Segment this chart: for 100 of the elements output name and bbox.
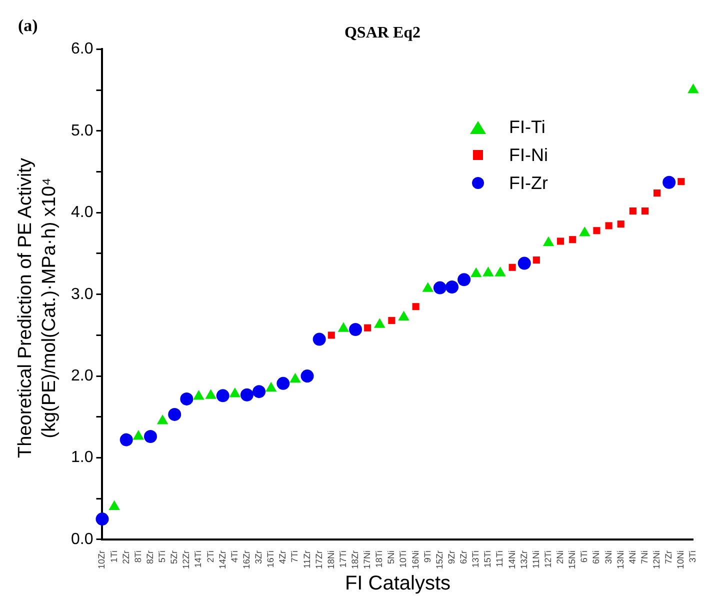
y-tick-label: 0.0	[70, 530, 94, 548]
x-tick-label: 10Ni	[676, 550, 686, 570]
point	[617, 220, 624, 228]
y-tick-label: 4.0	[70, 204, 94, 222]
x-tick-label: 12Ti	[542, 550, 553, 568]
x-tick-label: 14Ni	[506, 550, 517, 570]
x-tick-label: 7Ni	[639, 550, 650, 564]
point	[96, 512, 109, 526]
point	[240, 388, 254, 402]
point	[398, 310, 410, 320]
x-axis-title: FI Catalysts	[344, 572, 451, 595]
point	[312, 332, 326, 346]
point	[422, 282, 434, 292]
point	[265, 382, 277, 392]
legend-label: FI-Ti	[509, 116, 546, 138]
point	[144, 430, 157, 444]
chart-title: QSAR Eq2	[344, 24, 421, 42]
x-tick-label: 5Ni	[386, 550, 396, 564]
x-tick-label: 6Zr	[458, 550, 469, 564]
point	[108, 500, 120, 510]
point	[193, 390, 204, 400]
x-tick-label: 12Zr	[181, 550, 192, 570]
y-tick-label: 5.0	[70, 122, 94, 140]
point	[653, 189, 661, 197]
x-tick-label: 17Ti	[338, 550, 348, 568]
x-tick-label: 6Ni	[591, 550, 602, 564]
x-tick-label: 10Zr	[96, 550, 107, 570]
x-tick-label: 18Zr	[350, 550, 360, 570]
point	[156, 414, 168, 424]
point	[205, 389, 216, 399]
x-tick-label: 15Ni	[567, 550, 578, 570]
x-tick-label: 15Ti	[482, 550, 493, 568]
point	[569, 236, 576, 244]
point	[328, 332, 335, 339]
point	[445, 280, 458, 294]
point	[120, 433, 133, 446]
x-tick-label: 2Ni	[555, 550, 566, 564]
x-tick-label: 13Ni	[615, 550, 626, 570]
point	[180, 392, 194, 406]
point	[482, 266, 494, 276]
point	[593, 227, 600, 234]
point	[579, 226, 590, 236]
x-tick-label: 3Ni	[603, 550, 614, 564]
x-tick-label: 16Ni	[410, 550, 420, 570]
point	[252, 385, 266, 398]
point	[412, 303, 420, 310]
point	[532, 256, 540, 264]
point	[688, 84, 699, 94]
x-tick-label: 11Ni	[530, 550, 541, 568]
point	[338, 322, 350, 332]
x-tick-label: 9Zr	[446, 550, 456, 564]
x-tick-label: 14Ti	[193, 550, 204, 568]
point	[433, 281, 446, 294]
x-tick-label: 16Ti	[266, 550, 276, 568]
x-tick-label: 17Zr	[314, 550, 324, 570]
x-tick-label: 1Ti	[108, 550, 119, 563]
y-tick-label: 1.0	[70, 449, 94, 466]
point	[605, 222, 612, 230]
x-tick-label: 3Zr	[254, 550, 264, 564]
x-tick-label: 15Zr	[434, 550, 444, 570]
x-tick-label: 18Ni	[326, 550, 336, 570]
x-tick-label: 7Ti	[290, 550, 300, 563]
x-tick-label: 16Zr	[241, 550, 252, 570]
point	[518, 256, 531, 270]
point	[132, 430, 144, 440]
point	[349, 322, 362, 336]
y-tick-label: 3.0	[70, 286, 94, 303]
x-tick-label: 10Ti	[398, 550, 408, 568]
point	[364, 324, 372, 332]
point	[557, 238, 564, 245]
point	[542, 236, 554, 246]
legend-label: FI-Zr	[509, 172, 548, 194]
x-tick-label: 8Ti	[132, 550, 143, 563]
point	[168, 408, 182, 421]
point	[229, 388, 241, 398]
x-tick-label: 5Zr	[169, 550, 180, 564]
x-tick-label: 7Zr	[664, 550, 674, 564]
point	[300, 370, 314, 383]
y-tick-label: 2.0	[70, 367, 94, 384]
x-tick-label: 18Ti	[374, 550, 384, 568]
point	[290, 372, 301, 383]
point	[458, 273, 471, 286]
x-tick-label: 14Zr	[217, 550, 228, 570]
y-tick-label: 6.0	[70, 40, 94, 58]
x-tick-label: 9Ti	[422, 550, 432, 563]
y-axis-title: Theoretical Prediction of PE Activity (kg(PE)/mol(Cat.)·MPa·h) x10⁴	[14, 157, 61, 460]
x-tick-label: 3Ti	[688, 550, 698, 563]
x-tick-label: 17Ni	[362, 550, 372, 570]
x-tick-label: 13Zr	[518, 550, 529, 570]
point	[494, 266, 506, 276]
x-tick-label: 13Ti	[470, 550, 481, 568]
x-tick-label: 2Zr	[120, 550, 131, 564]
legend-label: FI-Ni	[509, 144, 548, 166]
point	[662, 176, 676, 189]
x-tick-label: 11Zr	[302, 550, 312, 568]
point	[388, 316, 396, 324]
point	[508, 264, 516, 271]
x-tick-label: 4Zr	[278, 550, 288, 564]
x-tick-label: 8Zr	[144, 550, 155, 564]
point	[629, 207, 636, 215]
